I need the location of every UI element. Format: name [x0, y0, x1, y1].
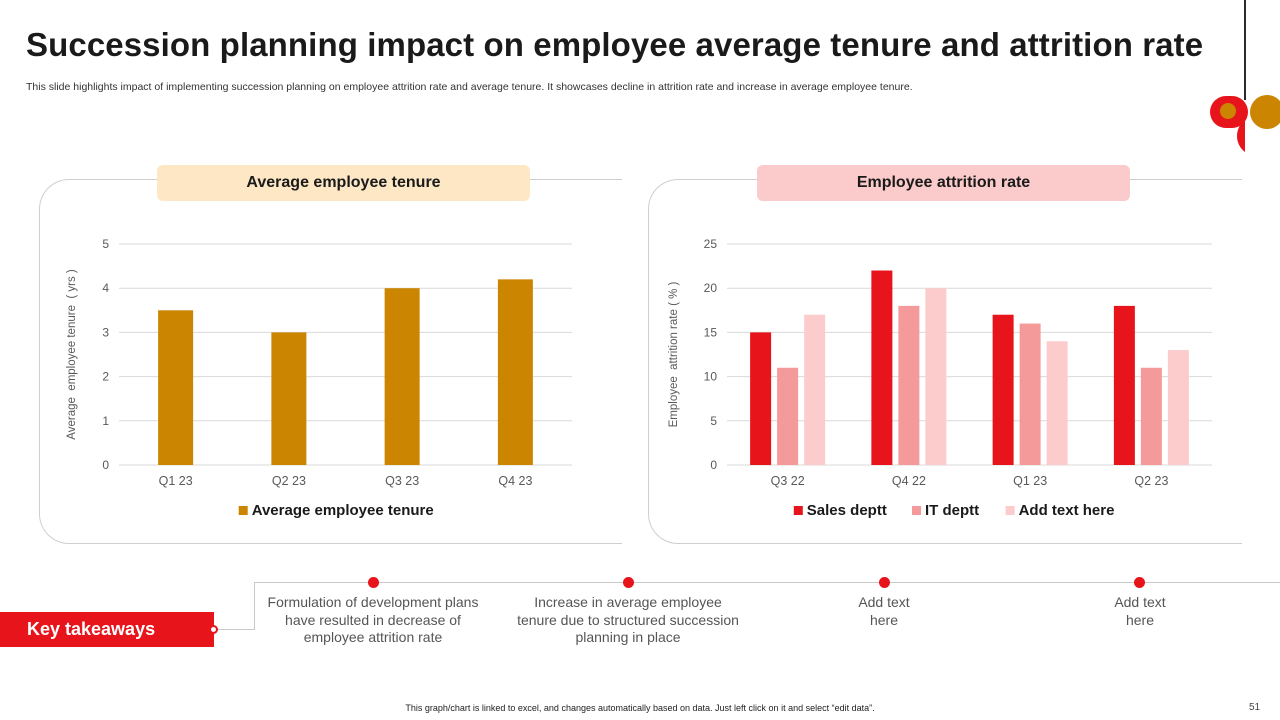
- legend-swatch: [238, 506, 248, 515]
- takeaway-item: Add text here: [1114, 594, 1166, 628]
- x-tick-label: Q1 23: [159, 474, 193, 488]
- y-tick-label: 20: [704, 281, 718, 295]
- bar: [898, 305, 920, 465]
- y-tick-label: 3: [102, 325, 109, 339]
- footer-note: This graph/chart is linked to excel, and…: [405, 703, 875, 713]
- takeaway-item: Formulation of development plans have re…: [267, 594, 479, 645]
- bar: [1019, 323, 1041, 465]
- page-number: 51: [1249, 702, 1261, 713]
- legend-label: Add text here: [1019, 502, 1115, 519]
- x-tick-label: Q3 23: [385, 474, 419, 488]
- key-takeaways-label: Key takeaways: [0, 612, 214, 647]
- timeline-dot: [623, 577, 634, 588]
- bar: [777, 367, 799, 465]
- bar: [992, 314, 1014, 465]
- bar: [871, 270, 893, 465]
- decorative-line: [1244, 0, 1246, 100]
- legend-label: IT deptt: [925, 502, 979, 519]
- x-tick-label: Q4 22: [892, 474, 926, 488]
- bar: [497, 279, 533, 465]
- x-tick-label: Q3 22: [771, 474, 805, 488]
- timeline-dot: [1134, 577, 1145, 588]
- y-tick-label: 10: [704, 370, 718, 384]
- bar: [804, 314, 826, 465]
- timeline-connector: [214, 629, 255, 630]
- decorative-circles-graphic: [1210, 95, 1280, 152]
- legend-swatch: [793, 506, 803, 515]
- bar: [1046, 341, 1068, 465]
- y-tick-label: 4: [102, 281, 109, 295]
- bar: [1167, 350, 1189, 465]
- y-tick-label: 2: [102, 370, 109, 384]
- y-tick-label: 15: [704, 325, 718, 339]
- timeline-connector: [254, 582, 255, 630]
- takeaway-item: Increase in average employee tenure due …: [517, 594, 739, 645]
- y-tick-label: 1: [102, 414, 109, 428]
- page-title: Succession planning impact on employee a…: [26, 26, 1204, 63]
- key-takeaways-dot: [209, 625, 218, 634]
- takeaways-timeline: [254, 582, 1280, 583]
- legend-label: Sales deptt: [807, 502, 887, 519]
- bar: [384, 288, 420, 465]
- bar: [158, 310, 194, 465]
- y-tick-label: 25: [704, 237, 718, 251]
- x-tick-label: Q2 23: [1134, 474, 1168, 488]
- legend-label: Average employee tenure: [252, 502, 434, 519]
- legend-swatch: [1005, 506, 1015, 515]
- y-axis-label: Employee attrition rate ( % ): [668, 281, 680, 427]
- y-tick-label: 0: [102, 458, 109, 472]
- legend-swatch: [912, 506, 921, 515]
- x-tick-label: Q1 23: [1013, 474, 1047, 488]
- bar: [1140, 367, 1162, 465]
- page-subtitle: This slide highlights impact of implemen…: [26, 81, 913, 93]
- y-axis-label: Average employee tenure ( yrs ): [66, 269, 78, 440]
- timeline-dot: [368, 577, 379, 588]
- bar: [750, 332, 772, 465]
- attrition-chart-title: Employee attrition rate: [757, 165, 1130, 201]
- y-tick-label: 5: [102, 237, 109, 251]
- y-tick-label: 0: [710, 458, 717, 472]
- x-tick-label: Q2 23: [272, 474, 306, 488]
- tenure-chart-title: Average employee tenure: [157, 165, 530, 201]
- timeline-dot: [879, 577, 890, 588]
- bar: [1113, 305, 1135, 465]
- y-tick-label: 5: [710, 414, 717, 428]
- x-tick-label: Q4 23: [498, 474, 532, 488]
- takeaway-item: Add text here: [858, 594, 910, 628]
- bar: [925, 288, 947, 465]
- bar: [271, 332, 307, 465]
